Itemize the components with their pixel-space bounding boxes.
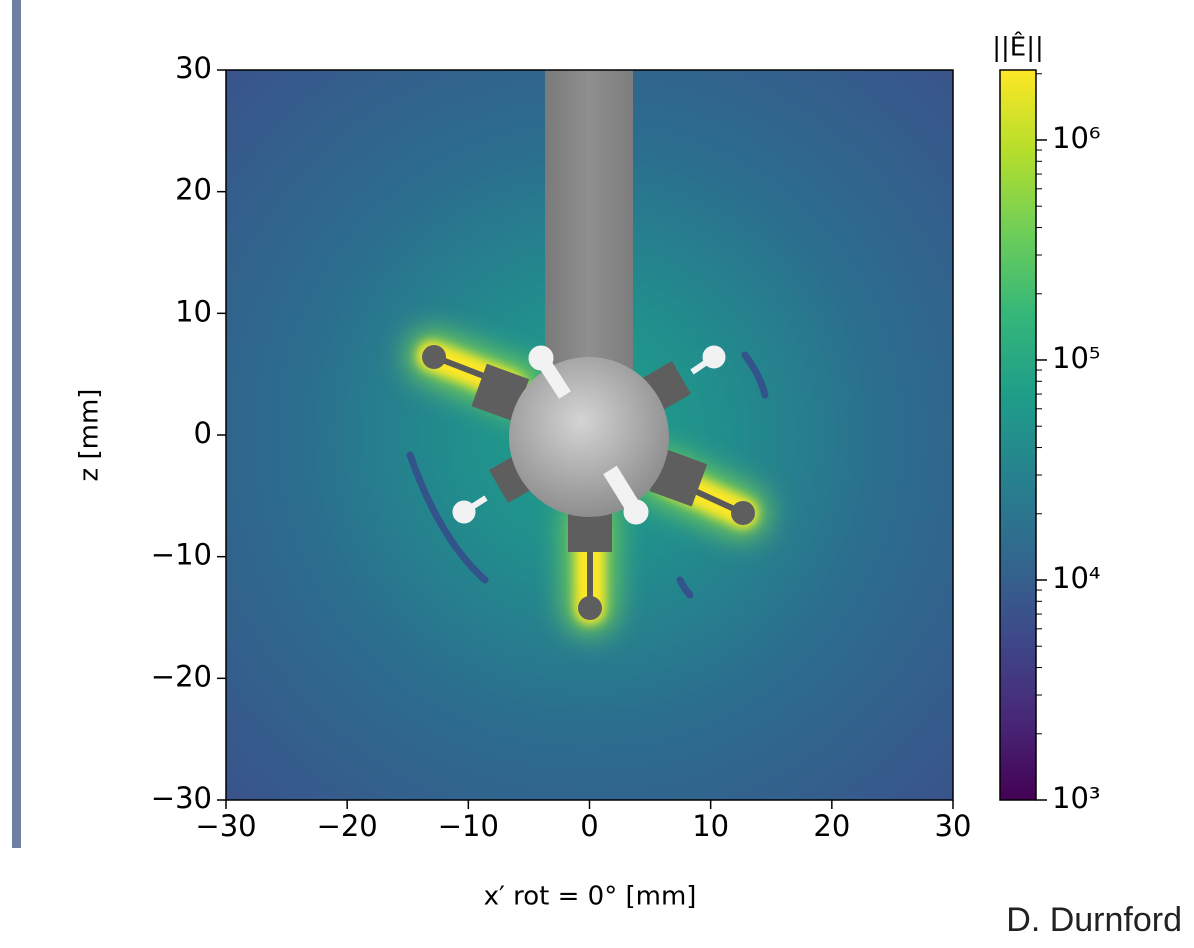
x-tick-label: 30	[935, 809, 972, 843]
x-tick-label: 10	[692, 809, 729, 843]
field-minima	[406, 351, 769, 599]
x-tick-label: −20	[317, 809, 378, 843]
y-tick-label: −30	[151, 781, 212, 815]
colorbar-label: ||Ê||	[992, 31, 1043, 63]
y-tick-label: −20	[151, 659, 212, 693]
x-axis-label: x′ rot = 0° [mm]	[484, 882, 697, 912]
y-axis-label: z [mm]	[75, 389, 105, 482]
probe-sphere	[509, 357, 669, 517]
author: D. Durnford	[1006, 901, 1182, 939]
colorbar	[999, 69, 1037, 801]
colorbar-tick-label: 10⁶	[1052, 121, 1101, 155]
y-tick-label: 20	[175, 173, 212, 207]
y-tick-label: −10	[151, 538, 212, 572]
colorbar-tick-label: 10³	[1052, 781, 1101, 815]
y-tick-label: 10	[175, 294, 212, 328]
x-tick-label: −30	[195, 809, 256, 843]
x-tick-label: 0	[580, 809, 598, 843]
x-tick-label: 20	[813, 809, 850, 843]
colorbar-tick-label: 10⁵	[1052, 341, 1101, 375]
probe-white-arms	[452, 345, 726, 525]
probe	[422, 70, 755, 620]
probe-shaft	[545, 70, 633, 380]
y-tick-label: 0	[194, 416, 212, 450]
side-bar	[12, 0, 21, 848]
colorbar-tick-label: 10⁴	[1052, 561, 1101, 595]
x-tick-label: −10	[438, 809, 499, 843]
y-tick-label: 30	[175, 51, 212, 85]
field-image	[226, 70, 953, 800]
